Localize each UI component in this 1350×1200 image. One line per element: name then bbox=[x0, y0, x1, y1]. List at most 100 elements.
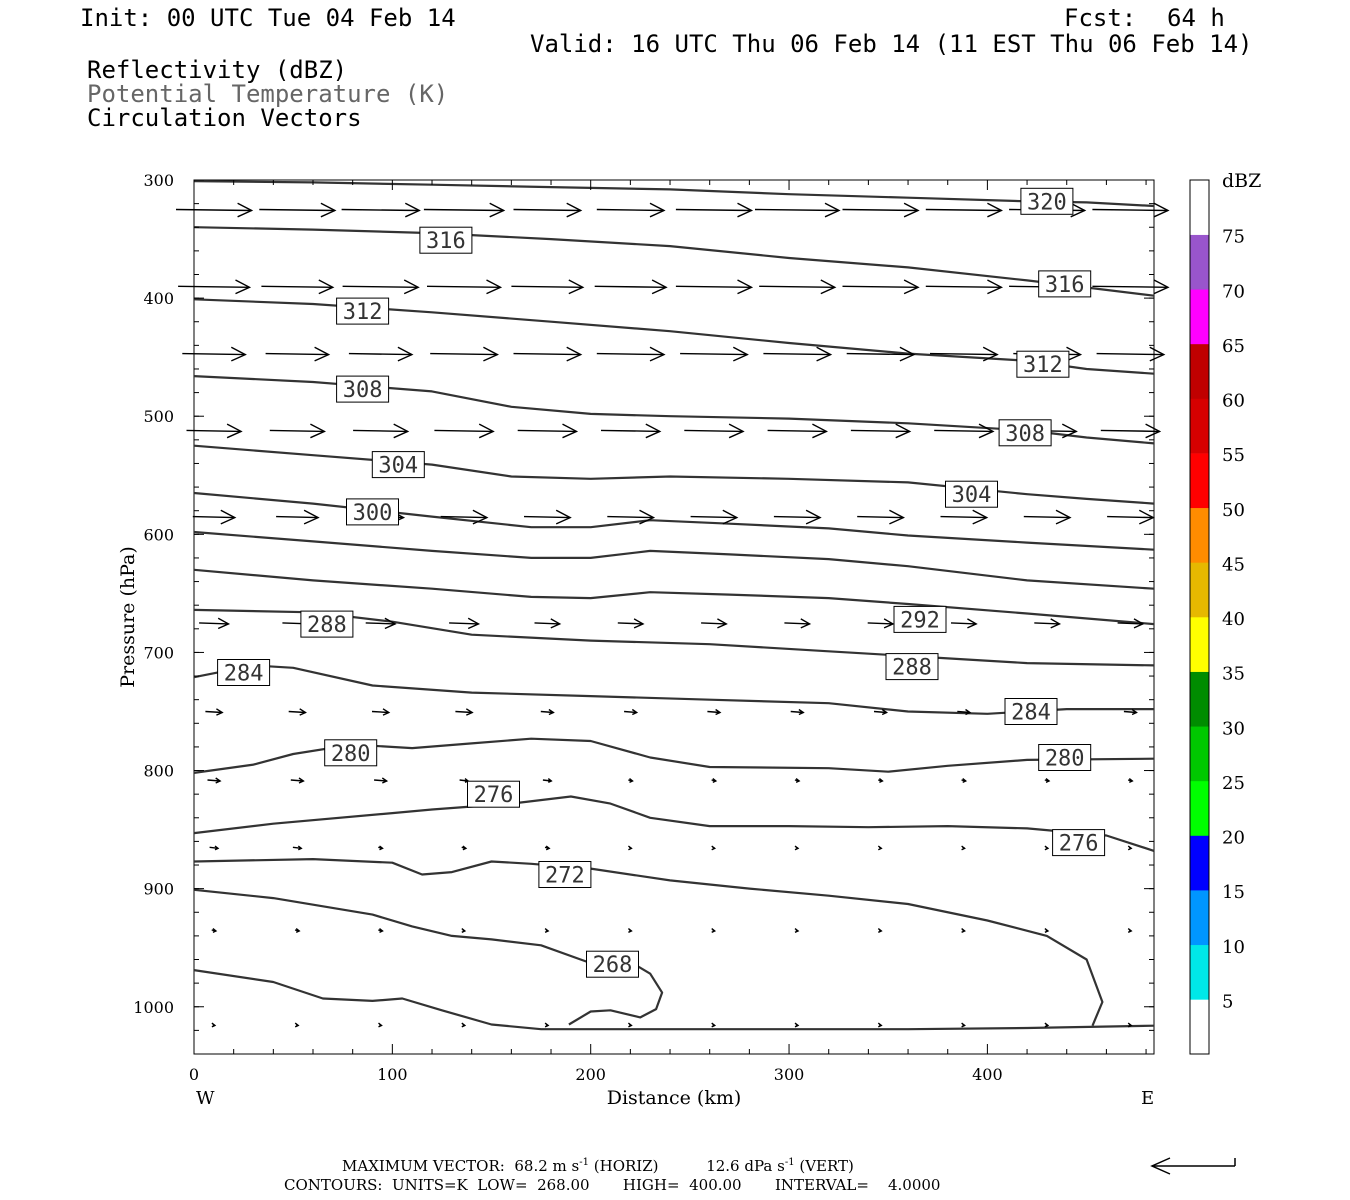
circulation-vector bbox=[596, 346, 666, 362]
plot-frame bbox=[193, 179, 1155, 1055]
circulation-vector bbox=[1044, 778, 1051, 783]
reference-vector-icon bbox=[1150, 1157, 1236, 1175]
y-axis-label: Pressure (hPa) bbox=[117, 546, 139, 688]
contour-label-308: 308 bbox=[336, 375, 390, 403]
circulation-vector bbox=[690, 509, 739, 525]
circulation-vector bbox=[617, 618, 645, 629]
circulation-vector bbox=[627, 845, 633, 851]
contour-label-316: 316 bbox=[1038, 270, 1092, 298]
circulation-vector bbox=[1127, 845, 1133, 851]
circulation-vector bbox=[294, 928, 301, 933]
circulation-vector bbox=[523, 509, 572, 525]
colorbar-swatch bbox=[1190, 562, 1209, 618]
circulation-vector bbox=[544, 928, 550, 933]
circulation-vector bbox=[1096, 346, 1166, 362]
colorbar-swatch bbox=[1190, 780, 1209, 836]
circulation-vector bbox=[461, 845, 468, 851]
circulation-vector bbox=[925, 279, 1004, 295]
circulation-vector bbox=[794, 845, 800, 851]
circulation-vector bbox=[440, 509, 489, 525]
svg-text:312: 312 bbox=[1023, 353, 1063, 378]
contour-line-320-0 bbox=[193, 180, 1155, 208]
circulation-vector bbox=[1044, 845, 1050, 851]
circulation-vector bbox=[950, 618, 978, 629]
svg-text:288: 288 bbox=[892, 656, 932, 681]
circulation-vector bbox=[624, 708, 639, 716]
circulation-vector bbox=[1023, 509, 1072, 525]
circulation-vector bbox=[711, 845, 717, 851]
svg-text:276: 276 bbox=[1059, 832, 1099, 857]
svg-text:316: 316 bbox=[426, 229, 466, 254]
circulation-vector bbox=[534, 618, 562, 629]
y-tick-label: 1000 bbox=[133, 998, 174, 1017]
max-vector-label: MAXIMUM VECTOR: bbox=[342, 1157, 505, 1175]
circulation-vector bbox=[767, 423, 829, 439]
circulation-vector bbox=[269, 423, 327, 439]
svg-text:272: 272 bbox=[545, 864, 585, 889]
max-vert-exponent: -1 bbox=[784, 1157, 795, 1168]
circulation-vector bbox=[1107, 509, 1155, 525]
svg-text:304: 304 bbox=[952, 483, 992, 508]
colorbar-level-label: 30 bbox=[1222, 718, 1245, 739]
circulation-vector bbox=[353, 423, 410, 439]
svg-text:304: 304 bbox=[378, 454, 418, 479]
circulation-vector bbox=[1100, 423, 1162, 439]
contour-label-320: 320 bbox=[1020, 187, 1074, 215]
colorbar-swatch bbox=[1190, 289, 1209, 345]
colorbar-level-label: 15 bbox=[1222, 882, 1245, 903]
colorbar-swatch bbox=[1190, 180, 1209, 235]
circulation-vector bbox=[178, 279, 252, 295]
max-vert-tag: (VERT) bbox=[799, 1157, 854, 1175]
circulation-vectors bbox=[175, 202, 1170, 1028]
contour-label-276: 276 bbox=[467, 780, 520, 808]
circulation-vector bbox=[374, 777, 389, 784]
circulation-vector bbox=[365, 617, 397, 630]
circulation-vector bbox=[1127, 778, 1134, 783]
svg-text:284: 284 bbox=[1011, 701, 1051, 726]
colorbar-swatch bbox=[1190, 890, 1209, 946]
colorbar-level-label: 55 bbox=[1222, 445, 1245, 466]
forecast-label: Fcst: bbox=[1064, 4, 1137, 32]
circulation-vector bbox=[790, 708, 805, 716]
circulation-vector bbox=[544, 1022, 550, 1028]
circulation-vector bbox=[940, 509, 989, 525]
circulation-vector bbox=[449, 617, 481, 630]
circulation-vector bbox=[877, 845, 883, 851]
contour-line-316-1 bbox=[193, 226, 1155, 297]
y-tick-label: 900 bbox=[143, 880, 174, 899]
circulation-vector bbox=[288, 708, 307, 716]
circulation-vector bbox=[794, 928, 800, 933]
contour-label-288: 288 bbox=[885, 653, 939, 681]
colorbar-swatch bbox=[1190, 726, 1209, 782]
circulation-vector bbox=[684, 423, 745, 439]
circulation-vector bbox=[378, 1022, 383, 1028]
circulation-vector bbox=[773, 509, 822, 525]
circulation-vector bbox=[348, 346, 414, 362]
max-vert-value: 12.6 dPa s bbox=[706, 1157, 785, 1175]
circulation-vector bbox=[199, 617, 231, 630]
circulation-vector bbox=[934, 423, 995, 439]
circulation-vector bbox=[294, 1022, 300, 1028]
x-tick-label: 400 bbox=[972, 1065, 1003, 1084]
circulation-vector bbox=[341, 202, 421, 218]
svg-text:308: 308 bbox=[343, 378, 383, 403]
svg-text:320: 320 bbox=[1027, 190, 1067, 215]
colorbar-level-label: 45 bbox=[1222, 554, 1245, 575]
circulation-vector bbox=[259, 202, 337, 218]
svg-text:276: 276 bbox=[474, 783, 514, 808]
circulation-vector bbox=[846, 346, 916, 362]
x-left-end-label: W bbox=[196, 1088, 215, 1109]
svg-text:268: 268 bbox=[593, 953, 633, 978]
contour-line-304-4 bbox=[193, 444, 1155, 505]
circulation-vector bbox=[607, 509, 656, 525]
contour-line-268-14 bbox=[568, 960, 664, 1026]
x-tick-label: 200 bbox=[575, 1065, 606, 1084]
circulation-vector bbox=[461, 928, 467, 933]
circulation-vector bbox=[929, 346, 999, 362]
circulation-vector bbox=[925, 202, 1004, 218]
valid-time: Valid: 16 UTC Thu 06 Feb 14 (11 EST Thu … bbox=[530, 30, 1253, 58]
y-tick-label: 700 bbox=[143, 643, 174, 662]
colorbar-swatch bbox=[1190, 234, 1209, 290]
colorbar-unit: dBZ bbox=[1222, 170, 1261, 192]
